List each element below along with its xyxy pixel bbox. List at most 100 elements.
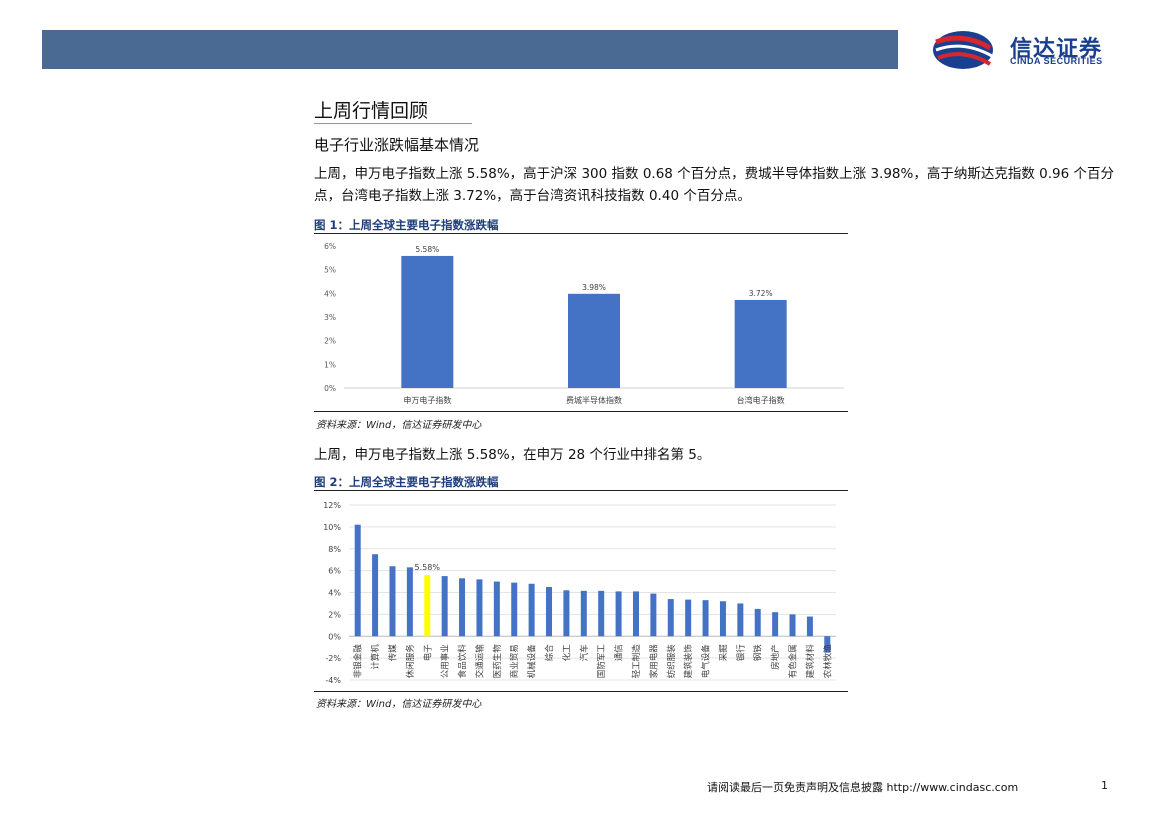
x-tick-label: 农林牧渔 (822, 644, 833, 679)
x-tick-label: 交通运输 (474, 644, 485, 679)
x-tick-label: 电子 (422, 644, 433, 662)
bar (441, 576, 448, 637)
bar (372, 554, 379, 637)
y-tick-label: 2% (324, 337, 336, 346)
figure2-source: 资料来源：Wind，信达证券研发中心 (316, 699, 482, 710)
footer-disclaimer: 请阅读最后一页免责声明及信息披露 http://www.cindasc.com (707, 781, 1019, 794)
paragraph-2: 上周，申万电子指数上涨 5.58%，在申万 28 个行业中排名第 5。 (314, 447, 711, 463)
x-tick-label: 家用电器 (648, 644, 659, 679)
bar (598, 590, 605, 637)
bar (615, 591, 622, 637)
bar (737, 603, 744, 637)
y-tick-label: -2% (325, 654, 341, 663)
bar (650, 593, 657, 637)
x-tick-label: 电气设备 (701, 644, 712, 679)
x-tick-label: 机械设备 (527, 644, 538, 679)
bar (685, 599, 692, 637)
logo-chinese-text: 信达证券 (1010, 37, 1103, 62)
figure2-chart: -4% -2% 0% 2% 4% 6% 8% 10% 12% 非银金融 计算机 传媒 休闲服务 5.58%… (323, 501, 836, 685)
y-tick-label: 4% (324, 289, 336, 298)
bar (580, 590, 587, 637)
y-tick-label: 6% (324, 242, 336, 251)
bar (719, 601, 726, 637)
bar (734, 299, 787, 388)
y-tick-label: 5% (324, 266, 336, 275)
x-tick-label: 非银金融 (353, 644, 364, 679)
x-tick-label: 医药生物 (492, 644, 503, 679)
data-label: 5.58% (415, 245, 439, 254)
y-tick-label: 2% (328, 610, 341, 619)
y-tick-label: 8% (328, 545, 341, 554)
x-tick-label: 房地产 (770, 644, 781, 670)
bar (546, 587, 553, 637)
bar (424, 575, 431, 637)
x-tick-label: 通信 (614, 644, 625, 662)
y-tick-label: 0% (328, 632, 341, 641)
bar (702, 600, 709, 637)
y-tick-label: -4% (325, 676, 341, 685)
bar (528, 583, 535, 637)
bar (824, 636, 831, 653)
x-tick-label: 有色金属 (788, 644, 799, 678)
x-tick-label: 国防军工 (596, 644, 607, 679)
x-tick-label: 建筑材料 (805, 644, 816, 679)
bar (754, 608, 761, 637)
bar (568, 293, 620, 388)
header-bar (42, 30, 898, 69)
logo-english-text: CINDA SECURITIES (1010, 56, 1103, 66)
page-number: 1 (1101, 779, 1108, 792)
y-tick-label: 12% (323, 501, 341, 510)
x-tick-label: 综合 (544, 644, 555, 662)
x-tick-label: 采掘 (718, 644, 729, 661)
figure2-top-rule (314, 490, 848, 491)
x-tick-label: 计算机 (370, 644, 381, 670)
x-tick-label: 纺织服装 (666, 644, 677, 679)
bar (772, 612, 779, 637)
bar (476, 579, 483, 637)
bar (401, 255, 454, 388)
bar (563, 590, 570, 637)
paragraph-1: 上周，申万电子指数上涨 5.58%，高于沪深 300 指数 0.68 个百分点，… (314, 166, 1114, 204)
bar (789, 614, 796, 637)
x-tick-label: 商业贸易 (509, 644, 520, 678)
x-tick-label: 建筑装饰 (683, 644, 694, 679)
section-underline (314, 123, 472, 124)
y-tick-label: 6% (328, 567, 341, 576)
x-tick-label: 钢铁 (753, 644, 764, 662)
figure1-title: 图 1：上周全球主要电子指数涨跌幅 (314, 218, 499, 232)
data-label: 3.72% (749, 289, 773, 298)
x-tick-label: 食品饮料 (457, 644, 468, 679)
bar (806, 616, 813, 637)
y-tick-label: 1% (324, 360, 336, 369)
data-label: 3.98% (582, 283, 606, 292)
x-tick-label: 费城半导体指数 (566, 395, 622, 405)
bar (667, 599, 674, 637)
x-tick-label: 申万电子指数 (403, 395, 451, 405)
bar (493, 581, 500, 637)
x-tick-label: 休闲服务 (405, 644, 416, 679)
data-label: 5.58% (415, 563, 441, 572)
figure1-bottom-rule (314, 411, 848, 412)
bar (389, 566, 396, 637)
y-tick-label: 4% (328, 589, 341, 598)
x-tick-label: 传媒 (387, 644, 398, 662)
x-tick-label: 汽车 (579, 644, 590, 661)
figure1-chart: 0% 1% 2% 3% 4% 5% 6% 5.58% 申万电子指数 3.98% 费城半导体指数 3.7… (324, 242, 844, 405)
section-title: 上周行情回顾 (314, 100, 429, 122)
x-tick-label: 化工 (561, 644, 572, 662)
y-tick-label: 3% (324, 313, 336, 322)
figure1-top-rule (314, 233, 848, 234)
y-tick-label: 0% (324, 384, 336, 393)
bar (632, 591, 639, 637)
figure2-title: 图 2：上周全球主要电子指数涨跌幅 (314, 475, 499, 489)
x-tick-label: 台湾电子指数 (737, 395, 785, 405)
bar (354, 524, 361, 637)
x-tick-label: 银行 (735, 644, 746, 662)
subsection-title: 电子行业涨跌幅基本情况 (314, 136, 480, 154)
y-tick-label: 10% (323, 523, 341, 532)
figure1-source: 资料来源：Wind，信达证券研发中心 (316, 420, 482, 431)
x-tick-label: 轻工制造 (631, 644, 642, 679)
x-tick-label: 公用事业 (440, 644, 451, 678)
bar (511, 582, 518, 637)
bar (459, 578, 466, 637)
